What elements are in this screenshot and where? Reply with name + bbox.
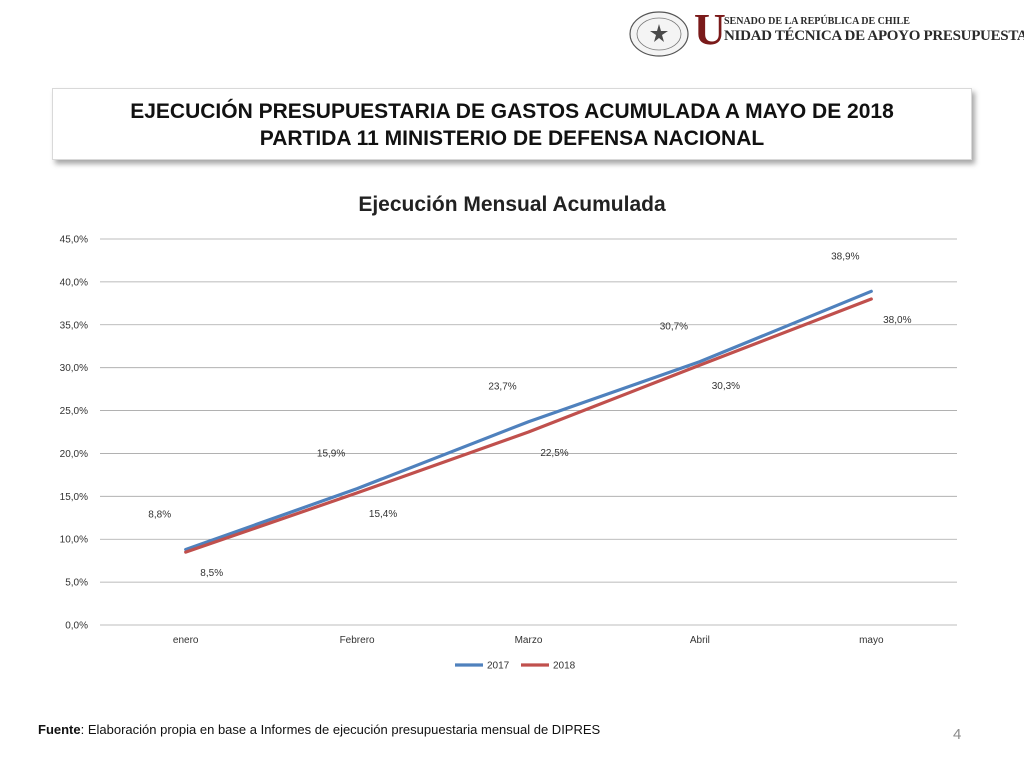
series-line-2018 xyxy=(184,297,873,554)
data-label: 15,9% xyxy=(317,449,345,460)
data-label: 23,7% xyxy=(488,382,516,393)
y-tick-label: 45,0% xyxy=(60,235,88,246)
y-tick-label: 40,0% xyxy=(60,277,88,288)
source-label: Fuente xyxy=(38,722,81,737)
data-label: 22,5% xyxy=(540,448,568,459)
slide-title-line1: EJECUCIÓN PRESUPUESTARIA DE GASTOS ACUMU… xyxy=(130,100,894,123)
data-label: 38,9% xyxy=(831,251,859,262)
y-tick-label: 15,0% xyxy=(60,492,88,503)
x-tick-label: Febrero xyxy=(340,635,375,646)
data-label: 30,3% xyxy=(712,381,740,392)
data-label: 30,7% xyxy=(660,322,688,333)
y-tick-label: 20,0% xyxy=(60,449,88,460)
logo-letter: U xyxy=(694,5,726,54)
senate-logo: U SENADO DE LA REPÚBLICA DE CHILE NIDAD … xyxy=(628,6,1024,58)
data-label: 38,0% xyxy=(883,315,911,326)
y-tick-label: 10,0% xyxy=(60,535,88,546)
x-tick-label: Marzo xyxy=(515,635,543,646)
page-number: 4 xyxy=(953,726,962,743)
slide-title-line2: PARTIDA 11 MINISTERIO DE DEFENSA NACIONA… xyxy=(259,127,765,150)
data-label: 15,4% xyxy=(369,509,397,520)
y-tick-label: 35,0% xyxy=(60,320,88,331)
legend-label-2018: 2018 xyxy=(553,661,576,672)
x-tick-label: Abril xyxy=(690,635,710,646)
y-tick-label: 5,0% xyxy=(65,578,88,589)
source-footnote: Fuente: Elaboración propia en base a Inf… xyxy=(38,722,600,737)
data-label: 8,5% xyxy=(200,568,223,579)
source-text: : Elaboración propia en base a Informes … xyxy=(80,722,601,737)
x-tick-label: mayo xyxy=(859,635,884,646)
chart-title: Ejecución Mensual Acumulada xyxy=(358,193,666,216)
slide-title-box: EJECUCIÓN PRESUPUESTARIA DE GASTOS ACUMU… xyxy=(52,88,972,160)
y-tick-label: 25,0% xyxy=(60,406,88,417)
legend-label-2017: 2017 xyxy=(487,661,510,672)
logo-senate-text: SENADO DE LA REPÚBLICA DE CHILE xyxy=(724,16,910,27)
x-tick-label: enero xyxy=(173,635,199,646)
series-line-2017 xyxy=(184,289,873,552)
senate-seal-icon xyxy=(629,11,689,57)
data-label: 8,8% xyxy=(148,510,171,521)
logo-unit-text: NIDAD TÉCNICA DE APOYO PRESUPUESTARIO xyxy=(724,28,1024,44)
y-tick-label: 30,0% xyxy=(60,363,88,374)
y-tick-label: 0,0% xyxy=(65,621,88,632)
